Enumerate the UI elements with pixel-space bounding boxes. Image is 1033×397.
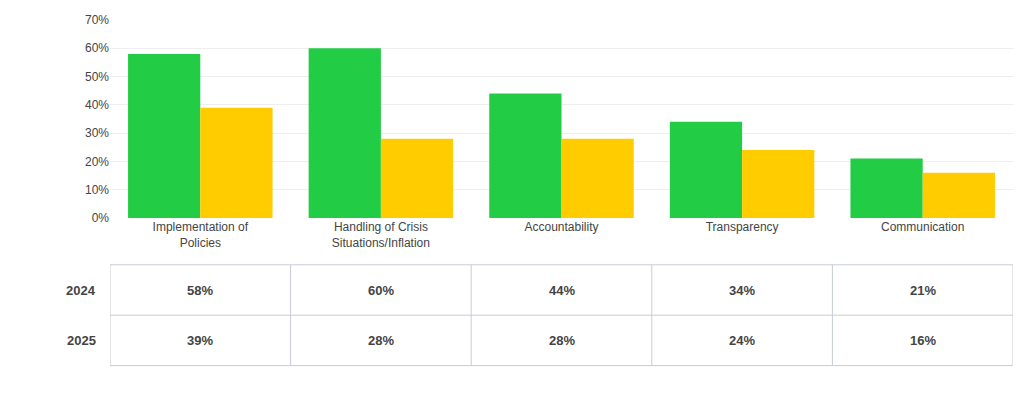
svg-text:50%: 50%	[85, 70, 109, 84]
svg-text:16%: 16%	[910, 333, 936, 348]
svg-text:40%: 40%	[85, 98, 109, 112]
svg-text:60%: 60%	[85, 41, 109, 55]
svg-text:70%: 70%	[85, 13, 109, 27]
svg-text:28%: 28%	[549, 333, 575, 348]
svg-text:28%: 28%	[368, 333, 394, 348]
svg-text:44%: 44%	[549, 283, 575, 298]
svg-text:24%: 24%	[729, 333, 755, 348]
svg-text:2024: 2024	[66, 283, 96, 298]
svg-text:Handling of CrisisSituations/I: Handling of CrisisSituations/Inflation	[332, 220, 430, 250]
svg-text:Transparency: Transparency	[706, 220, 779, 234]
svg-text:34%: 34%	[729, 283, 755, 298]
svg-text:0%: 0%	[92, 211, 110, 225]
svg-text:10%: 10%	[85, 183, 109, 197]
svg-text:58%: 58%	[187, 283, 213, 298]
svg-text:2025: 2025	[67, 333, 96, 348]
svg-text:Accountability: Accountability	[524, 220, 598, 234]
svg-text:30%: 30%	[85, 126, 109, 140]
svg-text:21%: 21%	[910, 283, 936, 298]
svg-text:Implementation ofPolicies: Implementation ofPolicies	[153, 220, 249, 250]
svg-text:20%: 20%	[85, 155, 109, 169]
svg-text:39%: 39%	[187, 333, 213, 348]
svg-text:60%: 60%	[368, 283, 394, 298]
svg-text:Communication: Communication	[881, 220, 964, 234]
